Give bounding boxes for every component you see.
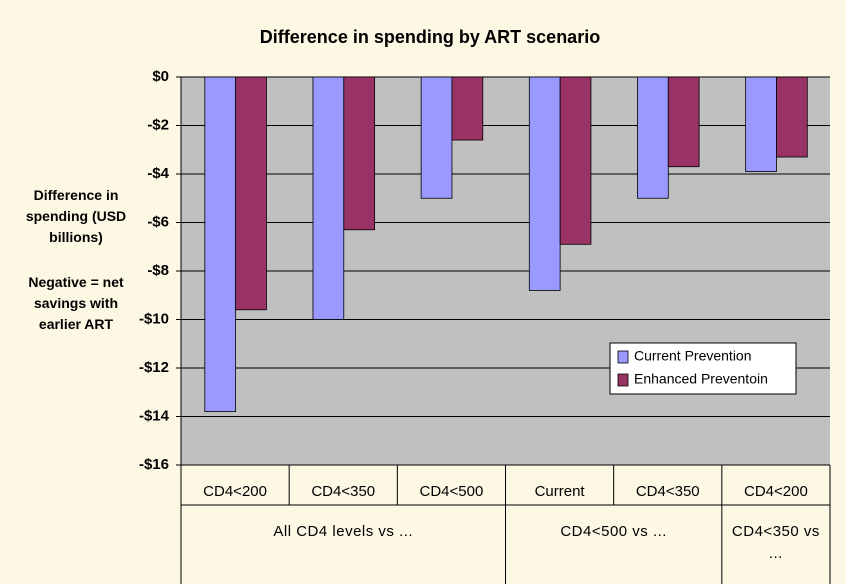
group-label: CD4<350 vs ... (731, 523, 820, 562)
bar (637, 76, 669, 199)
legend-box (609, 342, 797, 395)
bar (528, 76, 561, 291)
bar (451, 76, 484, 141)
y-tick-label: -$6 (147, 213, 169, 230)
legend-swatch (617, 350, 629, 364)
group-label-box: All CD4 levels vs ... (273, 523, 414, 540)
x-tick-label: CD4<350 (636, 483, 700, 500)
x-tick-label: CD4<350 (311, 483, 375, 500)
group-label-box: CD4<350 vs ... (731, 523, 820, 562)
group-label: All CD4 levels vs ... (273, 523, 414, 540)
legend-swatch (617, 373, 629, 387)
y-tick-label: $0 (152, 68, 169, 85)
bar (420, 76, 453, 199)
bar (235, 76, 267, 311)
y-tick-label: -$16 (139, 456, 169, 473)
chart-title: Difference in spending by ART scenario (260, 27, 600, 47)
bar (343, 76, 376, 231)
y-tick-label: -$2 (147, 116, 169, 133)
annotation-box: Negative = net savings with earlier ART (28, 274, 124, 332)
x-tick-label: CD4<500 (420, 483, 484, 500)
y-tick-label: -$10 (139, 310, 169, 327)
y-label-box: Difference in spending (USD billions) (25, 187, 127, 245)
bar (204, 76, 237, 413)
bar (667, 76, 700, 168)
bar (559, 76, 592, 245)
bar (776, 76, 808, 158)
y-axis-label: Difference in spending (USD billions) (25, 187, 127, 245)
group-label: CD4<500 vs ... (560, 523, 667, 540)
legend-label: Enhanced Preventoin (634, 371, 768, 387)
y-tick-label: -$12 (139, 359, 169, 376)
annotation: Negative = net savings with earlier ART (28, 274, 124, 332)
x-tick-label: Current (535, 483, 586, 500)
legend-label: Current Prevention (634, 348, 752, 364)
y-tick-label: -$14 (139, 407, 170, 424)
bar (312, 76, 345, 320)
x-tick-label: CD4<200 (744, 483, 808, 500)
y-tick-label: -$8 (147, 262, 169, 279)
bar (745, 76, 777, 172)
group-label-box: CD4<500 vs ... (560, 523, 667, 540)
y-tick-label: -$4 (147, 165, 169, 182)
x-tick-label: CD4<200 (203, 483, 267, 500)
